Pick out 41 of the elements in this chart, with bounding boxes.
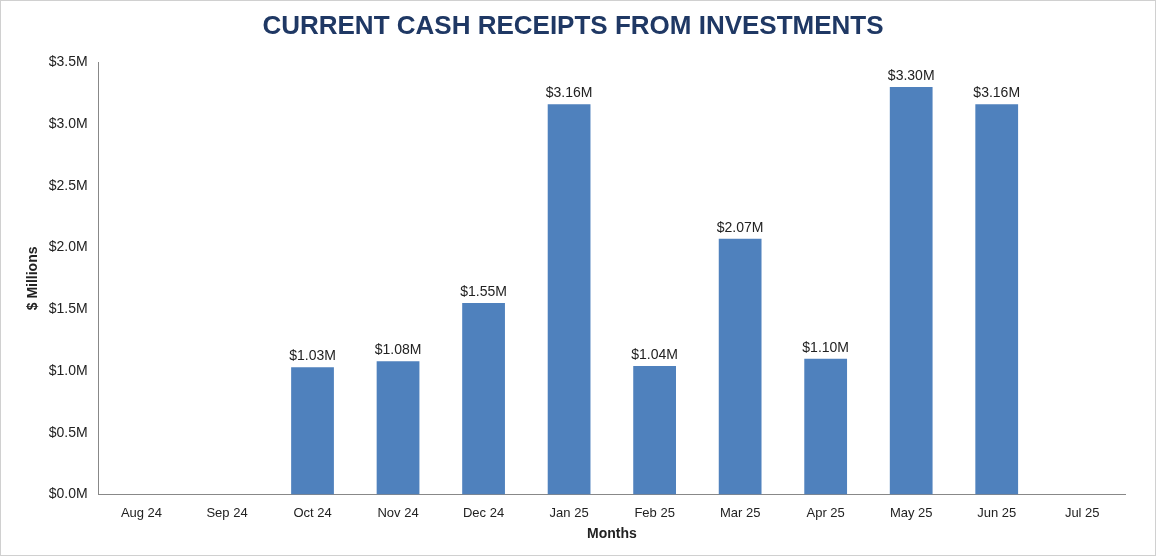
y-tick-label: $2.5M <box>48 176 88 193</box>
x-tick-label: Nov 24 <box>377 504 419 520</box>
y-tick-label: $0.5M <box>48 423 88 440</box>
chart-title: CURRENT CASH RECEIPTS FROM INVESTMENTS <box>262 9 884 40</box>
data-label: $1.04M <box>631 345 678 362</box>
data-label: $1.03M <box>289 347 336 364</box>
x-tick-label: Jun 25 <box>977 504 1017 520</box>
x-axis-title: Months <box>586 525 637 542</box>
x-tick-label: Sep 24 <box>206 504 248 520</box>
x-tick-label: Aug 24 <box>120 504 163 520</box>
data-label: $1.10M <box>802 338 850 355</box>
x-tick-label: Dec 24 <box>462 504 505 520</box>
y-tick-label: $2.0M <box>48 238 88 255</box>
x-tick-label: Jul 25 <box>1064 504 1100 520</box>
y-tick-label: $0.0M <box>48 485 88 502</box>
y-tick-label: $1.5M <box>48 300 88 317</box>
y-axis-title: $ Millions <box>24 246 41 311</box>
y-tick-label: $1.0M <box>48 361 88 378</box>
x-tick-label: Feb 25 <box>634 504 675 520</box>
bar <box>804 358 848 495</box>
data-label: $1.55M <box>460 282 507 299</box>
x-tick-label: Oct 24 <box>293 504 332 520</box>
data-label: $2.07M <box>716 218 764 235</box>
bar <box>975 104 1019 495</box>
data-label: $1.08M <box>374 341 422 358</box>
bar <box>889 86 933 495</box>
y-tick-label: $3.0M <box>48 114 88 131</box>
y-tick-label: $3.5M <box>48 53 88 70</box>
bar <box>291 367 334 495</box>
bar <box>376 361 420 495</box>
data-label: $3.16M <box>545 84 593 101</box>
x-tick-label: Apr 25 <box>806 504 845 520</box>
bar <box>633 366 676 495</box>
bar <box>718 238 762 495</box>
x-tick-label: Mar 25 <box>719 504 761 520</box>
x-tick-label: May 25 <box>889 504 933 520</box>
x-tick-label: Jan 25 <box>549 504 589 520</box>
data-label: $3.30M <box>887 66 935 83</box>
data-label: $3.16M <box>973 84 1021 101</box>
bar <box>462 303 505 495</box>
bar <box>547 104 591 495</box>
